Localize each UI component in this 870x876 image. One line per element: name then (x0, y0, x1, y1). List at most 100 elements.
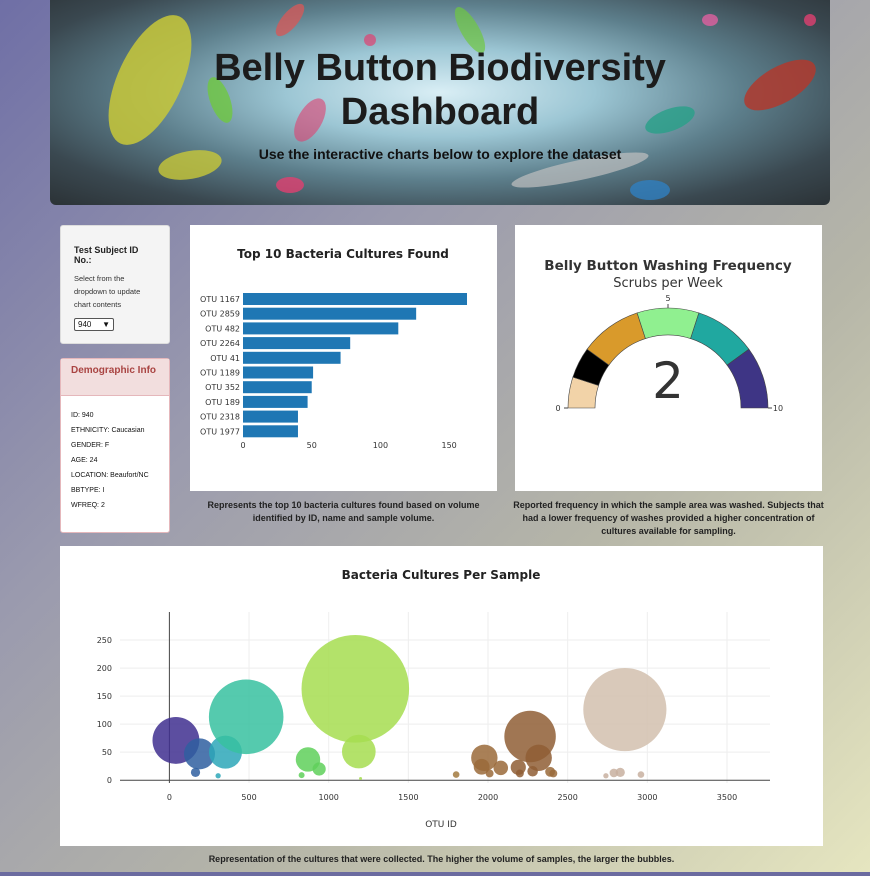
demographic-field: GENDER: F (71, 442, 110, 449)
bubble-y-tick-label: 250 (97, 636, 112, 645)
bar-category-label: OTU 41 (210, 354, 240, 363)
gauge-subtitle: Scrubs per Week (613, 276, 723, 291)
gauge-tick-label: 5 (665, 294, 670, 303)
demographic-info-title: Demographic Info (61, 359, 169, 396)
gauge-caption: Reported frequency in which the sample a… (513, 500, 824, 536)
demographic-field: BBTYPE: I (71, 487, 105, 494)
bubble-y-tick-label: 0 (107, 776, 112, 785)
bubble-point (527, 765, 538, 777)
dashboard-title-line2: Dashboard (340, 91, 540, 133)
dashboard-title-line1: Belly Button Biodiversity (214, 47, 666, 89)
bubble-x-tick-label: 2500 (557, 793, 577, 802)
bubble-y-tick-label: 50 (102, 748, 112, 757)
gauge-band (726, 348, 769, 409)
header-banner: Belly Button Biodiversity Dashboard Use … (50, 0, 830, 205)
bubble-point (452, 771, 460, 778)
bubble-x-tick-label: 0 (167, 793, 172, 802)
bubble-point (515, 769, 524, 778)
bubble-chart-card: Bacteria Cultures Per Sample 0 500 1000 1500… (60, 546, 823, 846)
bubble-point (208, 679, 284, 755)
top10-bar-chart: Top 10 Bacteria Cultures Found OTU 1167 OT… (200, 247, 468, 450)
bar-chart-caption: Represents the top 10 bacteria cultures … (207, 500, 480, 523)
bubble-x-tick-label: 500 (241, 793, 256, 802)
bubble-x-tick-label: 1000 (319, 793, 339, 802)
bubble-y-tick-label: 100 (97, 720, 112, 729)
bubble-chart-caption: Representation of the cultures that were… (208, 854, 675, 864)
subject-selector-panel: Test Subject ID No.: Select from the dro… (60, 225, 170, 344)
bubble-point (615, 767, 625, 777)
bubble-point (473, 758, 490, 775)
bubble-y-tick-label: 150 (97, 692, 112, 701)
bar (243, 351, 341, 364)
bar-category-label: OTU 482 (205, 324, 240, 333)
gauge-title: Belly Button Washing Frequency (544, 258, 792, 274)
selector-description: Select from the dropdown to update chart… (74, 274, 141, 309)
bubble-point (215, 773, 221, 779)
bubble-x-axis-label: OTU ID (425, 820, 457, 830)
bubble-chart-title: Bacteria Cultures Per Sample (342, 568, 541, 582)
bubble-point (583, 667, 667, 752)
bar-chart-title: Top 10 Bacteria Cultures Found (237, 247, 449, 261)
bubble-y-tick-label: 200 (97, 664, 112, 673)
bubble-point (341, 734, 376, 769)
bubble-point (549, 769, 558, 778)
bar (243, 337, 351, 350)
bubble-point (485, 769, 494, 778)
demographic-field: LOCATION: Beaufort/NC (71, 472, 149, 479)
demographic-field: WFREQ: 2 (71, 502, 105, 509)
washing-frequency-gauge: Belly Button Washing Frequency Scrubs per… (544, 258, 792, 413)
bubble-point (493, 760, 509, 776)
bar (243, 307, 417, 320)
bar-category-label: OTU 2264 (200, 339, 240, 348)
bar (243, 381, 312, 394)
bar (243, 366, 314, 379)
demographic-field: AGE: 24 (71, 457, 98, 464)
bar (243, 425, 298, 438)
dashboard-subtitle: Use the interactive charts below to expl… (258, 146, 622, 162)
bar-category-label: OTU 189 (205, 398, 240, 407)
bar-category-label: OTU 352 (205, 383, 240, 392)
bottom-border (0, 872, 870, 876)
bar (243, 410, 298, 423)
bubble-point (637, 771, 645, 778)
bar (243, 322, 399, 335)
gauge-tick-label: 10 (773, 404, 783, 413)
chevron-down-icon: ▼ (102, 320, 110, 329)
demographic-field: ID: 940 (71, 412, 94, 419)
demographic-info-body: ID: 940 ETHNICITY: Caucasian GENDER: F AGE:… (61, 396, 169, 510)
bacteria-background-image (108, 3, 816, 200)
gauge-band (636, 307, 700, 339)
bar-category-label: OTU 1167 (200, 295, 240, 304)
bar-x-tick-label: 100 (373, 441, 388, 450)
bubble-x-tick-label: 3000 (637, 793, 657, 802)
bar (243, 293, 468, 305)
bar-category-label: OTU 1189 (200, 369, 240, 378)
gauge-tick-label: 0 (555, 404, 560, 413)
bubble-point (525, 744, 552, 771)
bar-category-label: OTU 2859 (200, 310, 240, 319)
bubble-x-tick-label: 3500 (717, 793, 737, 802)
top10-bar-chart-card: Top 10 Bacteria Cultures Found OTU 1167 OT… (190, 225, 497, 491)
gauge-value: 2 (652, 352, 684, 410)
bubble-point (603, 773, 609, 779)
bar-x-tick-label: 150 (441, 441, 456, 450)
bubble-point (190, 767, 201, 777)
bar (243, 395, 308, 408)
selector-title: Test Subject ID No.: (74, 245, 139, 265)
washing-gauge-card: Belly Button Washing Frequency Scrubs per… (515, 225, 822, 491)
bubble-point (298, 772, 305, 779)
subject-id-dropdown[interactable]: 940 ▼ (74, 318, 114, 331)
bar-x-tick-label: 0 (240, 441, 245, 450)
bubble-x-tick-label: 2000 (478, 793, 498, 802)
bubble-point (359, 777, 363, 781)
bubble-x-tick-label: 1500 (398, 793, 418, 802)
bar-category-label: OTU 1977 (200, 427, 240, 436)
bar-category-label: OTU 2318 (200, 413, 240, 422)
bubble-point (183, 738, 216, 770)
demographic-info-panel: Demographic Info ID: 940 ETHNICITY: Cauca… (60, 358, 170, 533)
bubble-point (301, 635, 410, 743)
bar-x-tick-label: 50 (307, 441, 317, 450)
subject-id-selected: 940 (78, 320, 92, 329)
bubble-point (312, 762, 326, 776)
